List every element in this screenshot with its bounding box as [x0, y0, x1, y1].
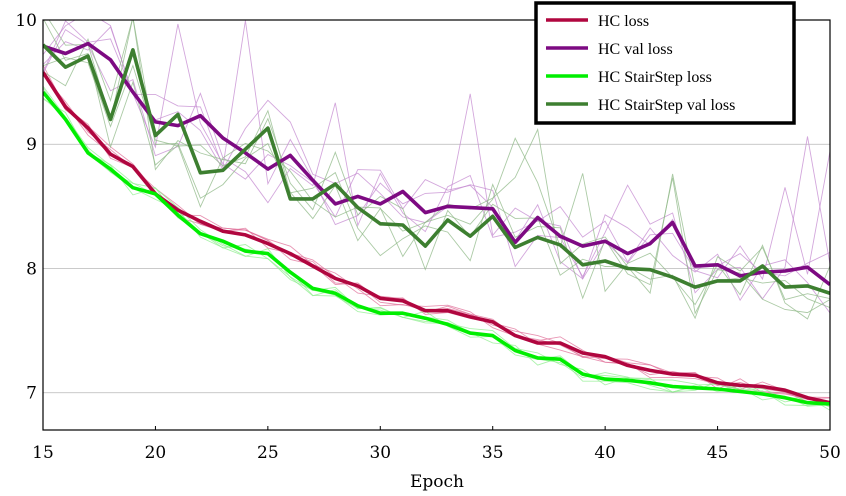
series-line	[43, 90, 830, 406]
legend-label: HC val loss	[598, 41, 673, 58]
series-line	[43, 41, 830, 287]
run-trace	[43, 20, 830, 320]
legend-label: HC StairStep val loss	[598, 97, 735, 114]
y-tick-label: 9	[26, 135, 37, 155]
y-tick-label: 10	[15, 11, 37, 31]
x-tick-label: 40	[594, 443, 616, 463]
x-tick-label: 15	[32, 443, 54, 463]
series-line	[43, 43, 830, 296]
run-trace	[43, 57, 830, 315]
legend: HC loss HC val loss HC StairStep loss HC St…	[534, 1, 796, 125]
mean-series-lines	[43, 41, 830, 406]
tick-labels: 15 20 25 30 35 40 45 50 7 8 9 10	[15, 11, 840, 463]
plot-frame	[42, 19, 831, 431]
run-trace	[43, 26, 830, 314]
x-tick-label: 20	[145, 443, 167, 463]
y-tick-label: 8	[26, 259, 37, 279]
x-tick-label: 45	[707, 443, 729, 463]
x-axis-label: Epoch	[410, 472, 464, 492]
x-tick-label: 25	[257, 443, 279, 463]
run-trace	[43, 85, 830, 406]
run-trace	[43, 64, 830, 398]
series-line	[43, 71, 830, 405]
run-trace	[43, 20, 830, 300]
legend-label: HC StairStep loss	[598, 69, 712, 86]
run-trace	[43, 20, 830, 281]
x-tick-label: 50	[819, 443, 841, 463]
run-trace	[43, 87, 830, 408]
x-tick-label: 30	[369, 443, 391, 463]
x-tick-label: 35	[482, 443, 504, 463]
legend-label: HC loss	[598, 13, 649, 30]
run-trace	[43, 98, 830, 411]
y-tick-label: 7	[26, 384, 37, 404]
